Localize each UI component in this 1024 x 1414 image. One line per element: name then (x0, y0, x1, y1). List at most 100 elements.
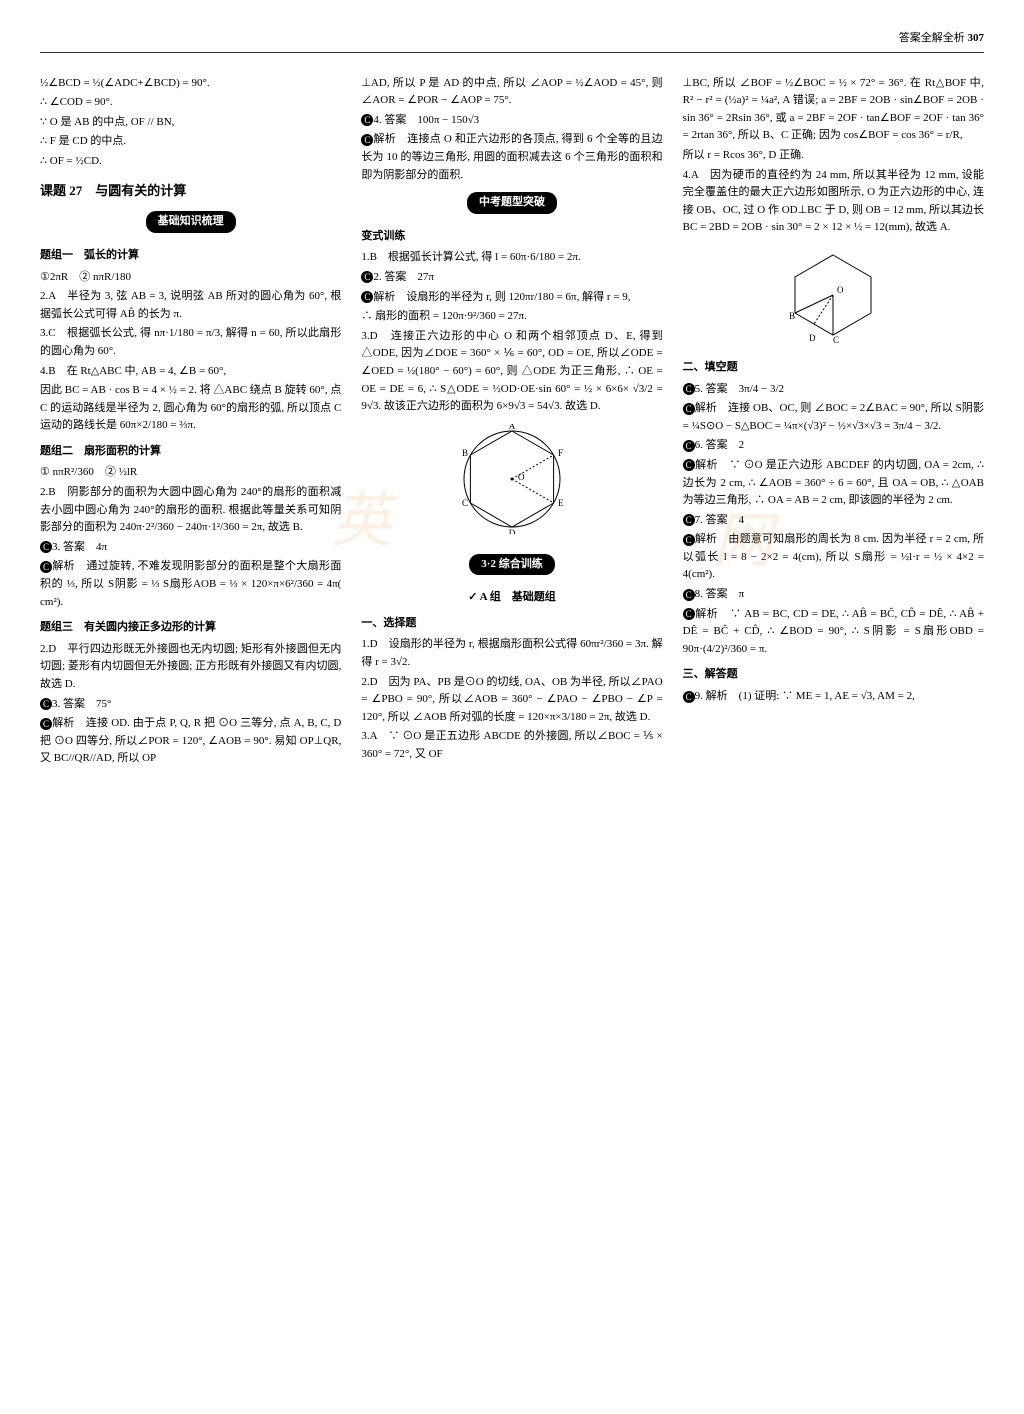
group3-header: 题组三 有关圆内接正多边形的计算 (40, 619, 341, 637)
q7-sol-text: 解析 由题意可知扇形的周长为 8 cm. 因为半径 r = 2 cm, 所以弧长… (683, 533, 984, 580)
marker-c-icon: C (683, 440, 695, 452)
c3-line2: 所以 r = Rcos 36°, D 正确. (683, 147, 984, 165)
g1-q3: 3.C 根据弧长公式, 得 nπ·1/180 = π/3, 解得 n = 60,… (40, 325, 341, 360)
g3-q3-ans-text: 3. 答案 75° (52, 698, 111, 710)
group1-header: 题组一 弧长的计算 (40, 247, 341, 265)
q6-sol: C解析 ∵ ⊙O 是正六边形 ABCDEF 的内切圆, OA = 2cm, ∴ … (683, 457, 984, 510)
pill-32: 3·2 综合训练 (469, 554, 554, 576)
g1-q4a: 4.B 在 Rt△ABC 中, AB = 4, ∠B = 60°, (40, 363, 341, 381)
column-2: 英 ⊥AD, 所以 P 是 AD 的中点, 所以 ∠AOP = ½∠AOD = … (361, 73, 662, 770)
q6-sol-text: 解析 ∵ ⊙O 是正六边形 ABCDEF 的内切圆, OA = 2cm, ∴ 边… (683, 459, 984, 506)
c1-line1: ½∠BCD = ½(∠ADC+∠BCD) = 90°. (40, 75, 341, 93)
g2-formula: ① nπR²/360 ② ½lR (40, 464, 341, 482)
g3-q3-ans: C3. 答案 75° (40, 696, 341, 714)
a4: 4.A 因为硬币的直径约为 24 mm, 所以其半径为 12 mm, 设能完全覆… (683, 167, 984, 237)
marker-c-icon: C (683, 514, 695, 526)
marker-c-icon: C (361, 134, 373, 146)
g2-q3-ans-text: 3. 答案 4π (52, 541, 107, 553)
marker-c-icon: C (361, 291, 373, 303)
g1-q2: 2.A 半径为 3, 弦 AB = 3, 说明弦 AB 所对的圆心角为 60°,… (40, 288, 341, 323)
q9-text: 9. 解析 (1) 证明: ∵ ME = 1, AE = √3, AM = 2, (695, 690, 915, 702)
q6-ans: C6. 答案 2 (683, 437, 984, 455)
marker-c-icon: C (683, 534, 695, 546)
page-header: 答案全解全析 307 (40, 30, 984, 53)
q5-sol: C解析 连接 OB、OC, 则 ∠BOC = 2∠BAC = 90°, 所以 S… (683, 400, 984, 435)
pill-exam: 中考题型突破 (467, 192, 557, 214)
c2-q4-sol: C解析 连接点 O 和正六边形的各顶点, 得到 6 个全等的且边长为 10 的等… (361, 131, 662, 184)
marker-c-icon: C (40, 561, 52, 573)
a1: 1.D 设扇形的半径为 r, 根据扇形面积公式得 60πr²/360 = 3π.… (361, 636, 662, 671)
svg-text:A: A (509, 424, 516, 431)
c3-line1: ⊥BC, 所以 ∠BOF = ½∠BOC = ½ × 72° = 36°. 在 … (683, 75, 984, 145)
svg-text:D: D (809, 333, 816, 343)
v2-sol-text: 解析 设扇形的半径为 r, 则 120πr/180 = 6π, 解得 r = 9… (373, 291, 630, 303)
marker-c-icon: C (683, 589, 695, 601)
a3: 3.A ∵ ⊙O 是正五边形 ABCDE 的外接圆, 所以∠BOC = ⅕ × … (361, 728, 662, 763)
g1-q4b: 因此 BC = AB · cos B = 4 × ½ = 2. 将 △ABC 绕… (40, 382, 341, 435)
g1-formula: ①2πR ② nπR/180 (40, 269, 341, 287)
q8-ans: C8. 答案 π (683, 586, 984, 604)
pill-basics: 基础知识梳理 (146, 211, 236, 233)
v2-ans: C2. 答案 27π (361, 269, 662, 287)
svg-text:B: B (789, 311, 795, 321)
marker-c-icon: C (40, 718, 52, 730)
svg-text:C: C (833, 335, 839, 345)
column-3: 网 ⊥BC, 所以 ∠BOF = ½∠BOC = ½ × 72° = 36°. … (683, 73, 984, 770)
q5-ans: C5. 答案 3π/4 − 3/2 (683, 381, 984, 399)
svg-text:O: O (518, 472, 525, 482)
page-number: 307 (968, 32, 985, 44)
svg-text:B: B (462, 448, 468, 458)
q5-ans-text: 5. 答案 3π/4 − 3/2 (695, 383, 784, 395)
svg-text:F: F (558, 448, 563, 458)
marker-c-icon: C (683, 691, 695, 703)
hexagon-diagram-2: O B D C (683, 245, 984, 351)
v3: 3.D 连接正六边形的中心 O 和两个相邻顶点 D、E, 得到△ODE, 因为∠… (361, 328, 662, 416)
a2: 2.D 因为 PA、PB 是⊙O 的切线, OA、OB 为半径, 所以∠PAO … (361, 674, 662, 727)
marker-c-icon: C (683, 459, 695, 471)
c2-q4-ans-text: 4. 答案 100π − 150√3 (373, 114, 479, 126)
sec2-header: 二、填空题 (683, 359, 984, 377)
marker-c-icon: C (40, 541, 52, 553)
v2-sol2: ∴ 扇形的面积 = 120π·9²/360 = 27π. (361, 308, 662, 326)
q6-ans-text: 6. 答案 2 (695, 439, 745, 451)
column-1: ½∠BCD = ½(∠ADC+∠BCD) = 90°. ∴ ∠COD = 90°… (40, 73, 341, 770)
topic-27-title: 课题 27 与圆有关的计算 (40, 181, 341, 202)
header-title: 答案全解全析 (899, 32, 965, 44)
g2-q2: 2.B 阴影部分的面积为大圆中圆心角为 240°的扇形的面积减去小圆中圆心角为 … (40, 484, 341, 537)
q8-sol-text: 解析 ∵ AB = BC, CD = DE, ∴ AB̂ = BĈ, CD̂ =… (683, 608, 984, 655)
hexagon-svg: A F E D C B O (452, 424, 572, 534)
g3-q3-sol: C解析 连接 OD. 由于点 P, Q, R 把 ⊙O 三等分, 点 A, B,… (40, 715, 341, 768)
marker-c-icon: C (361, 114, 373, 126)
q7-ans-text: 7. 答案 4 (695, 514, 745, 526)
q8-ans-text: 8. 答案 π (695, 588, 745, 600)
v1: 1.B 根据弧长计算公式, 得 l = 60π·6/180 = 2π. (361, 249, 662, 267)
g2-q3-ans: C3. 答案 4π (40, 539, 341, 557)
q9: C9. 解析 (1) 证明: ∵ ME = 1, AE = √3, AM = 2… (683, 688, 984, 706)
c2-line1: ⊥AD, 所以 P 是 AD 的中点, 所以 ∠AOP = ½∠AOD = 45… (361, 75, 662, 110)
sec3-header: 三、解答题 (683, 666, 984, 684)
q7-sol: C解析 由题意可知扇形的周长为 8 cm. 因为半径 r = 2 cm, 所以弧… (683, 531, 984, 584)
g2-q3-sol-text: 解析 通过旋转, 不难发现阴影部分的面积是整个大扇形面积的 ⅓, 所以 S阴影 … (40, 560, 341, 607)
c1-line5: ∴ OF = ½CD. (40, 153, 341, 171)
page-root: 答案全解全析 307 ½∠BCD = ½(∠ADC+∠BCD) = 90°. ∴… (0, 0, 1024, 800)
c2-q4-sol-text: 解析 连接点 O 和正六边形的各顶点, 得到 6 个全等的且边长为 10 的等边… (361, 133, 662, 180)
g3-q3-sol-text: 解析 连接 OD. 由于点 P, Q, R 把 ⊙O 三等分, 点 A, B, … (40, 717, 341, 764)
q5-sol-text: 解析 连接 OB、OC, 则 ∠BOC = 2∠BAC = 90°, 所以 S阴… (683, 402, 984, 432)
g2-q3-sol: C解析 通过旋转, 不难发现阴影部分的面积是整个大扇形面积的 ⅓, 所以 S阴影… (40, 558, 341, 611)
svg-text:C: C (462, 498, 468, 508)
group-a-header: ✓ A 组 基础题组 (361, 589, 662, 607)
group2-header: 题组二 扇形面积的计算 (40, 443, 341, 461)
hexagon-svg-2: O B D C (773, 245, 893, 345)
c1-line3: ∵ O 是 AB 的中点, OF // BN, (40, 114, 341, 132)
c1-line2: ∴ ∠COD = 90°. (40, 94, 341, 112)
marker-c-icon: C (683, 403, 695, 415)
marker-c-icon: C (683, 608, 695, 620)
variation-header: 变式训练 (361, 228, 662, 246)
svg-text:E: E (558, 498, 564, 508)
svg-text:D: D (509, 528, 516, 534)
hexagon-diagram-1: A F E D C B O (361, 424, 662, 540)
sec1-header: 一、选择题 (361, 615, 662, 633)
c1-line4: ∴ F 是 CD 的中点. (40, 133, 341, 151)
q8-sol: C解析 ∵ AB = BC, CD = DE, ∴ AB̂ = BĈ, CD̂ … (683, 606, 984, 659)
c2-q4-ans: C4. 答案 100π − 150√3 (361, 112, 662, 130)
